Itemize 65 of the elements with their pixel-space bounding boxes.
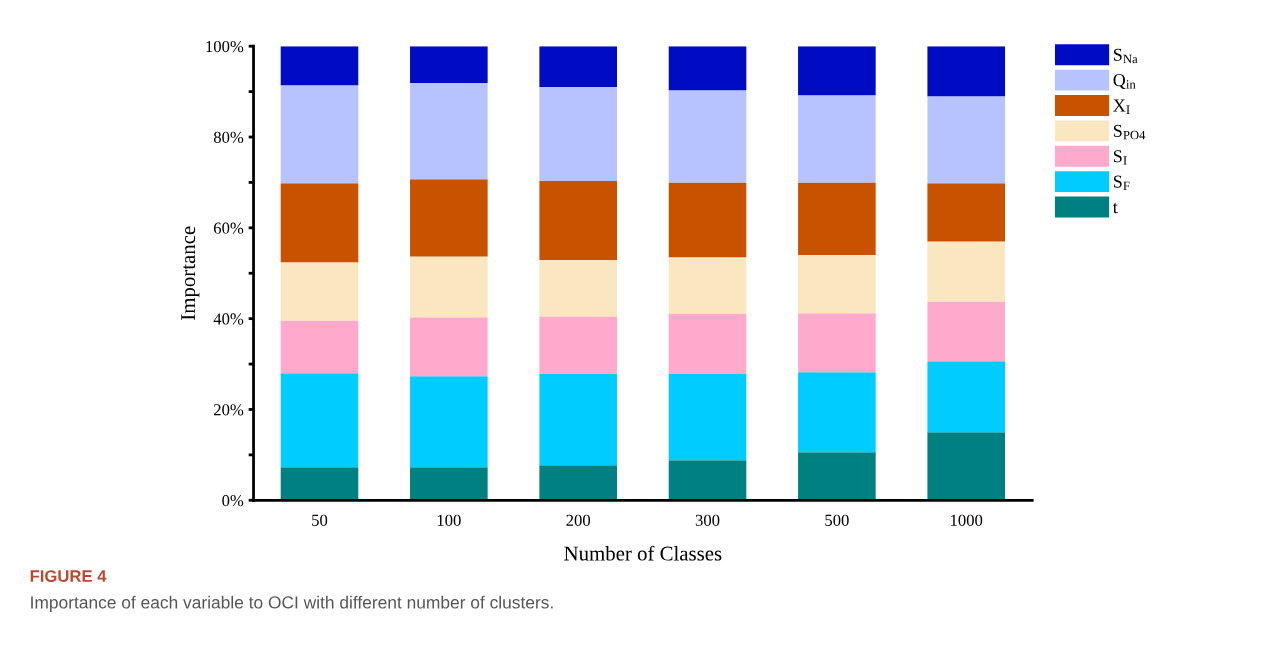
- bar: [927, 46, 1006, 97]
- bar: [539, 374, 617, 466]
- y-tick-label: 0%: [222, 494, 244, 507]
- bar: [668, 257, 747, 315]
- legend-label: t: [1112, 202, 1118, 214]
- text: Importance of each variable to OCI with different number of clusters.: [31, 595, 553, 612]
- bar: [280, 183, 359, 263]
- bar: [280, 262, 359, 321]
- legend-label: X$_{I}$: [1113, 99, 1130, 114]
- bar: [668, 182, 747, 258]
- bar: [280, 467, 359, 501]
- bar: [539, 316, 617, 375]
- legend-label: S$_{PO4}$: [1113, 124, 1146, 140]
- bar: [539, 46, 617, 88]
- bar: [927, 241, 1006, 302]
- bar: [798, 452, 876, 501]
- bar: [280, 373, 359, 468]
- bar: [798, 46, 876, 96]
- bar: [280, 85, 359, 184]
- x-tick-label: 300: [695, 514, 720, 526]
- bar: [927, 96, 1006, 184]
- x-axis-title: Number of Classes: [564, 545, 722, 561]
- x-tick-label: 50: [312, 514, 328, 526]
- bar: [798, 372, 876, 453]
- bar: [410, 467, 488, 501]
- y-axis-title: Importance: [181, 226, 200, 320]
- bar: [410, 82, 488, 180]
- legend-label: S$_{F}$: [1113, 175, 1130, 190]
- bar: [668, 46, 747, 91]
- bar: [410, 376, 488, 468]
- bar: [798, 95, 876, 183]
- bar: [539, 465, 617, 501]
- x-tick-label: 200: [566, 514, 591, 526]
- caption: FIGURE 4: [30, 570, 107, 582]
- legend-label: Q$_{in}$: [1113, 74, 1136, 89]
- y-tick-label: 40%: [213, 313, 244, 325]
- bar: [668, 460, 747, 501]
- y-tick-label: 60%: [213, 222, 244, 234]
- y-tick-label: 100%: [206, 40, 244, 53]
- bar: [668, 90, 747, 183]
- bar: [539, 260, 617, 317]
- y-tick-label: 20%: [214, 404, 244, 416]
- bar: [798, 182, 876, 256]
- bar: [280, 46, 359, 86]
- bar: [668, 374, 747, 461]
- bar: [410, 317, 488, 377]
- x-tick-label: 500: [825, 514, 849, 526]
- y-tick-label: 80%: [213, 131, 244, 144]
- bar: [539, 87, 617, 182]
- bar: [927, 432, 1006, 501]
- bar: [668, 314, 747, 375]
- bar: [410, 256, 488, 318]
- bar: [410, 46, 488, 83]
- bar: [798, 313, 876, 373]
- bar: [539, 181, 617, 261]
- bar: [927, 361, 1006, 433]
- x-tick-label: 1000: [951, 514, 983, 526]
- bar: [927, 183, 1006, 242]
- legend-label: S$_{I}$: [1113, 150, 1127, 165]
- legend-label: S$_{Na}$: [1113, 48, 1138, 64]
- x-tick-label: 100: [437, 514, 461, 526]
- bar: [280, 320, 359, 374]
- bar: [410, 179, 488, 257]
- bar: [927, 301, 1006, 362]
- bar: [798, 255, 876, 314]
